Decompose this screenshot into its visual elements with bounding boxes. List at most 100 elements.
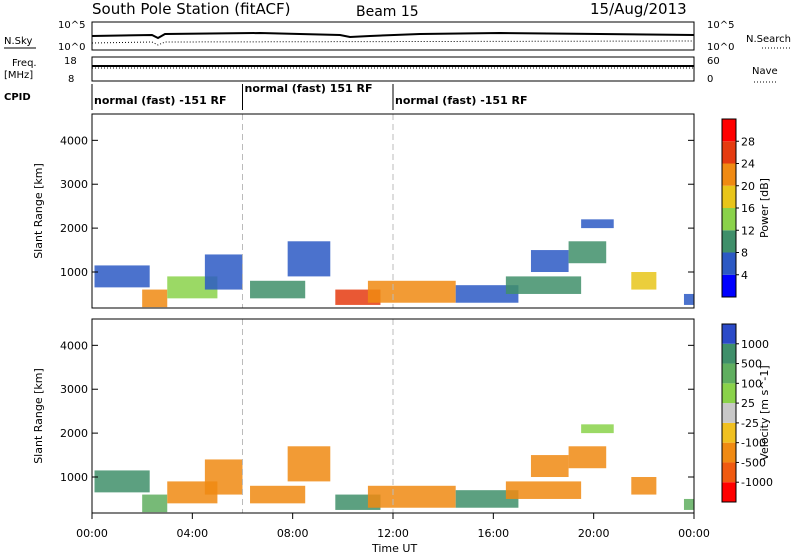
y-tick-label: 3000: [60, 383, 88, 396]
colorbar-tick-label: 28: [741, 135, 755, 148]
x-tick-label: 20:00: [578, 527, 610, 540]
colorbar-segment: [722, 482, 736, 502]
x-tick-label: 12:00: [377, 527, 409, 540]
data-region: [568, 446, 607, 469]
data-region: [455, 285, 519, 303]
data-region: [142, 289, 168, 308]
colorbar-tick-label: -100: [741, 437, 766, 450]
colorbar-segment: [722, 324, 736, 344]
colorbar-segment: [722, 383, 736, 404]
power-panel: 1000 2000 3000 4000 Slant Range [km] 4 8 12 16 20…: [32, 113, 771, 309]
time-axis-label: Time UT: [371, 542, 417, 554]
y-tick-label: 2000: [60, 222, 88, 235]
colorbar-segment: [722, 208, 736, 231]
cpid-segment-label: normal (fast) 151 RF: [245, 82, 373, 95]
data-region: [568, 241, 607, 264]
freq-unit: [MHz]: [4, 70, 33, 81]
colorbar-segment: [722, 343, 736, 364]
data-region: [530, 250, 569, 273]
x-tick-label: 04:00: [176, 527, 208, 540]
cpid-row: normal (fast) -151 RF normal (fast) 151 R…: [91, 82, 528, 110]
x-tick-label: 00:00: [678, 527, 710, 540]
nsky-tick-low: 10^0: [58, 42, 85, 53]
data-region: [94, 265, 150, 288]
data-region: [631, 272, 657, 290]
colorbar-segment: [722, 363, 736, 384]
colorbar-segment: [722, 185, 736, 208]
colorbar-tick-label: 25: [741, 397, 755, 410]
colorbar-tick-label: 16: [741, 202, 755, 215]
data-region: [287, 241, 331, 277]
nsearch-trace: [91, 40, 695, 46]
colorbar-tick-label: 12: [741, 224, 755, 237]
panel-frame: [91, 113, 695, 309]
nsearch-label: N.Search: [746, 34, 791, 45]
data-region: [287, 446, 331, 482]
beam-title: Beam 15: [356, 4, 419, 20]
colorbar-tick-label: 4: [741, 269, 748, 282]
data-region: [250, 485, 306, 504]
colorbar-tick-label: 24: [741, 158, 755, 171]
nsky-label: N.Sky: [4, 36, 32, 47]
freq-nave-panel: [91, 56, 695, 82]
cpid-segment-label: normal (fast) -151 RF: [395, 94, 528, 107]
y-tick-label: 4000: [60, 339, 88, 352]
station-title: South Pole Station (fitACF): [92, 0, 290, 18]
data-region: [94, 470, 150, 493]
colorbar-segment: [722, 141, 736, 164]
colorbar-tick-label: 8: [741, 247, 748, 260]
y-tick-label: 4000: [60, 134, 88, 147]
y-tick-label: 1000: [60, 266, 88, 279]
data-region: [455, 490, 519, 508]
colorbar-segment: [722, 274, 736, 297]
colorbar-tick-label: 500: [741, 358, 762, 371]
freq-tick-high: 18: [64, 56, 77, 67]
colorbar-segment: [722, 403, 736, 423]
nave-tick-low: 0: [707, 74, 713, 85]
data-region: [683, 293, 694, 305]
nsky-tick-high: 10^5: [58, 20, 85, 31]
freq-label: Freq.: [12, 58, 37, 69]
cpid-label: CPID: [4, 92, 31, 103]
y-axis-label: Slant Range [km]: [32, 163, 45, 259]
colorbar-label: Power [dB]: [758, 178, 771, 238]
colorbar-tick-label: -1000: [741, 476, 773, 489]
date-title: 15/Aug/2013: [590, 0, 687, 18]
nsearch-tick-high: 10^5: [707, 20, 734, 31]
data-region: [367, 485, 456, 508]
colorbar-tick-label: -500: [741, 456, 766, 469]
data-region: [581, 424, 614, 434]
x-tick-label: 00:00: [76, 527, 108, 540]
y-tick-label: 3000: [60, 178, 88, 191]
data-region: [530, 455, 569, 478]
colorbar-segment: [722, 230, 736, 253]
x-tick-label: 08:00: [277, 527, 309, 540]
colorbar-label: Velocity [m s^-1]: [758, 365, 771, 460]
colorbar-segment: [722, 462, 736, 483]
velocity-panel: 1000 2000 3000 4000 Slant Range [km] 1000 500 1…: [32, 318, 773, 514]
freq-tick-low: 8: [68, 74, 74, 85]
nsky-trace: [91, 31, 695, 40]
nave-label: Nave: [752, 66, 778, 77]
data-region: [204, 459, 243, 495]
colorbar-segment: [722, 422, 736, 443]
x-tick-label: 16:00: [477, 527, 509, 540]
colorbar-segment: [722, 119, 736, 142]
time-axis: 00:00 04:00 08:00 12:00 16:00 20:00 00:00: [76, 513, 710, 540]
data-region: [581, 219, 614, 229]
data-region: [631, 477, 657, 495]
data-region: [505, 276, 582, 294]
colorbar-segment: [722, 252, 736, 275]
colorbar-segment: [722, 163, 736, 186]
y-axis-label: Slant Range [km]: [32, 368, 45, 464]
y-tick-label: 1000: [60, 471, 88, 484]
colorbar-frame: [721, 323, 737, 503]
colorbar-tick-label: 100: [741, 377, 762, 390]
nave-tick-high: 60: [707, 56, 720, 67]
cpid-segment-label: normal (fast) -151 RF: [94, 94, 227, 107]
data-region: [204, 254, 243, 290]
data-region: [683, 498, 694, 510]
data-region: [367, 280, 456, 303]
colorbar-tick-label: 20: [741, 180, 755, 193]
